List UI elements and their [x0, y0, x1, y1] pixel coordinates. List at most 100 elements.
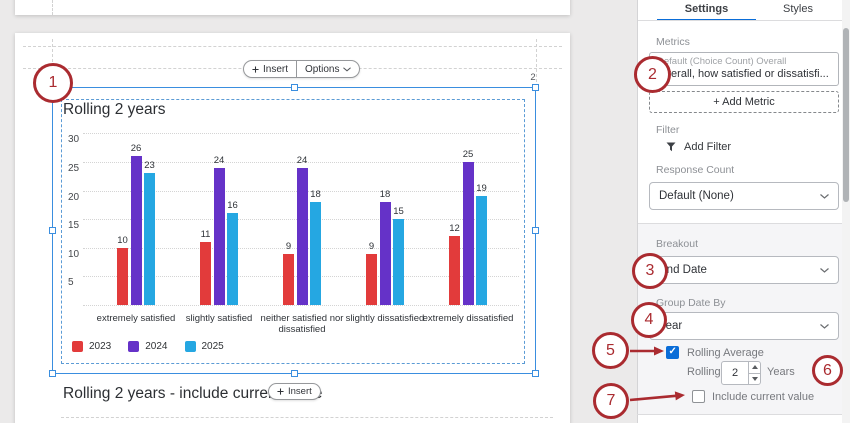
bar-value-label: 16 — [227, 200, 238, 212]
bar-2023-3 — [283, 253, 294, 305]
increment-button[interactable] — [749, 362, 760, 374]
row-guide — [23, 46, 562, 47]
rolling-prefix-label: Rolling — [687, 366, 721, 378]
bar-2024-3 — [296, 167, 308, 305]
bar-2024-5 — [462, 162, 474, 305]
legend-label: 2024 — [145, 341, 168, 352]
response-count-select[interactable]: Default (None) — [649, 182, 839, 210]
include-current-value-label: Include current value — [712, 391, 815, 403]
y-axis-tick-label: 20 — [68, 191, 80, 203]
next-widget-title: Rolling 2 years - include current value — [63, 385, 323, 402]
legend-item[interactable]: 2024 — [128, 341, 168, 352]
tabs-divider — [638, 20, 850, 21]
response-count-value: Default (None) — [659, 190, 734, 202]
tab-settings[interactable]: Settings — [684, 3, 729, 15]
insert-button-label: Insert — [263, 63, 289, 75]
y-axis-tick-label: 25 — [68, 163, 80, 174]
chart-widget-boundary[interactable] — [61, 99, 525, 364]
section-divider — [638, 223, 850, 224]
bar-value-label: 24 — [296, 154, 308, 166]
breakout-select[interactable]: End Date — [649, 256, 839, 284]
breakout-label: Breakout — [656, 238, 699, 250]
bar-value-label: 23 — [144, 160, 155, 172]
resize-handle[interactable] — [532, 84, 539, 91]
insert-options-toolbar: Insert Options — [243, 60, 361, 78]
rolling-average-checkbox[interactable] — [666, 346, 679, 359]
x-axis-category-label: extremely satisfied — [96, 313, 176, 324]
resize-handle[interactable] — [49, 227, 56, 234]
arrow-up-icon — [751, 365, 758, 370]
rolling-years-value: 2 — [731, 367, 739, 379]
bar-2025-3 — [310, 202, 321, 305]
bar-2025-4 — [393, 219, 404, 305]
widget-selection-rect[interactable] — [49, 84, 539, 377]
response-count-label: Response Count — [656, 164, 735, 176]
panel-scrollbar[interactable] — [842, 0, 850, 423]
y-gridline — [83, 133, 519, 135]
row-guide — [61, 417, 553, 418]
resize-handle[interactable] — [49, 370, 56, 377]
bar-chart[interactable]: 5 10 15 20 25 30 10 11 9 9 12 26 24 24 18 25 23 16 18 15 19 e… — [15, 33, 570, 423]
y-gridline — [83, 305, 519, 306]
resize-handle[interactable] — [291, 84, 298, 91]
metric-type: Default (Choice Count) Overall — [657, 56, 787, 67]
scrollbar-thumb[interactable] — [843, 28, 849, 202]
insert-button[interactable]: Insert — [244, 61, 296, 77]
rolling-suffix-label: Years — [767, 366, 795, 378]
insert-bottom-inner: Insert — [269, 384, 320, 399]
chevron-down-icon — [343, 66, 352, 72]
rolling-years-spinner[interactable]: 2 — [721, 361, 761, 385]
breakout-value: End Date — [659, 264, 707, 276]
metric-card[interactable]: Default (Choice Count) Overall Overall, … — [649, 52, 839, 86]
bar-2024-1 — [130, 156, 142, 305]
bar-value-label: 11 — [200, 229, 211, 241]
filter-funnel-icon — [666, 142, 676, 152]
rolling-average-label: Rolling Average — [687, 347, 764, 359]
add-metric-button[interactable]: + Add Metric — [649, 91, 839, 113]
annotation-circle-3: 3 — [632, 253, 668, 289]
resize-handle[interactable] — [291, 370, 298, 377]
x-axis-category-label: slightly satisfied — [185, 313, 253, 324]
resize-handle[interactable] — [532, 227, 539, 234]
y-axis-tick-label: 15 — [68, 220, 80, 232]
decrement-button[interactable] — [749, 374, 760, 385]
legend-swatch-icon — [128, 341, 140, 352]
y-axis-tick-label: 30 — [68, 134, 80, 146]
chevron-down-icon — [820, 193, 829, 199]
tab-styles[interactable]: Styles — [783, 3, 813, 15]
legend-item[interactable]: 2023 — [72, 341, 111, 352]
filter-label: Filter — [656, 124, 680, 136]
plus-icon — [277, 388, 284, 395]
bar-value-label: 24 — [213, 154, 225, 166]
x-axis-category-label: neither satisfied nor dissatisfied — [260, 313, 344, 335]
bar-value-label: 15 — [393, 206, 404, 218]
section-divider — [637, 414, 850, 415]
bar-value-label: 19 — [476, 183, 487, 195]
annotation-circle-2: 2 — [634, 56, 671, 93]
margin-guide — [52, 0, 53, 15]
legend-label: 2023 — [89, 341, 112, 352]
bar-2025-2 — [227, 213, 238, 305]
chart-title: Rolling 2 years — [63, 101, 166, 118]
chevron-down-icon — [820, 323, 829, 329]
options-button[interactable]: Options — [297, 61, 359, 77]
x-axis-category-label: slightly dissatisfied — [345, 313, 425, 324]
group-date-by-select[interactable]: Year — [649, 312, 839, 340]
legend-swatch-icon — [184, 341, 196, 352]
bar-value-label: 18 — [310, 189, 321, 201]
bar-value-label: 18 — [379, 189, 391, 201]
pill-divider — [296, 61, 298, 77]
legend-item[interactable]: 2025 — [184, 341, 224, 352]
add-filter-button[interactable]: Add Filter — [666, 141, 731, 153]
resize-handle[interactable] — [532, 370, 539, 377]
bar-2023-4 — [366, 253, 377, 305]
include-current-value-checkbox[interactable] — [692, 390, 705, 403]
bar-2025-1 — [144, 173, 155, 305]
metric-question: Overall, how satisfied or dissatisfi... — [657, 68, 829, 80]
insert-button-bottom[interactable]: Insert — [268, 383, 321, 400]
column-guide — [536, 39, 537, 87]
annotation-circle-1: 1 — [33, 63, 73, 103]
bar-2024-2 — [213, 167, 225, 305]
bar-value-label: 12 — [449, 223, 460, 235]
